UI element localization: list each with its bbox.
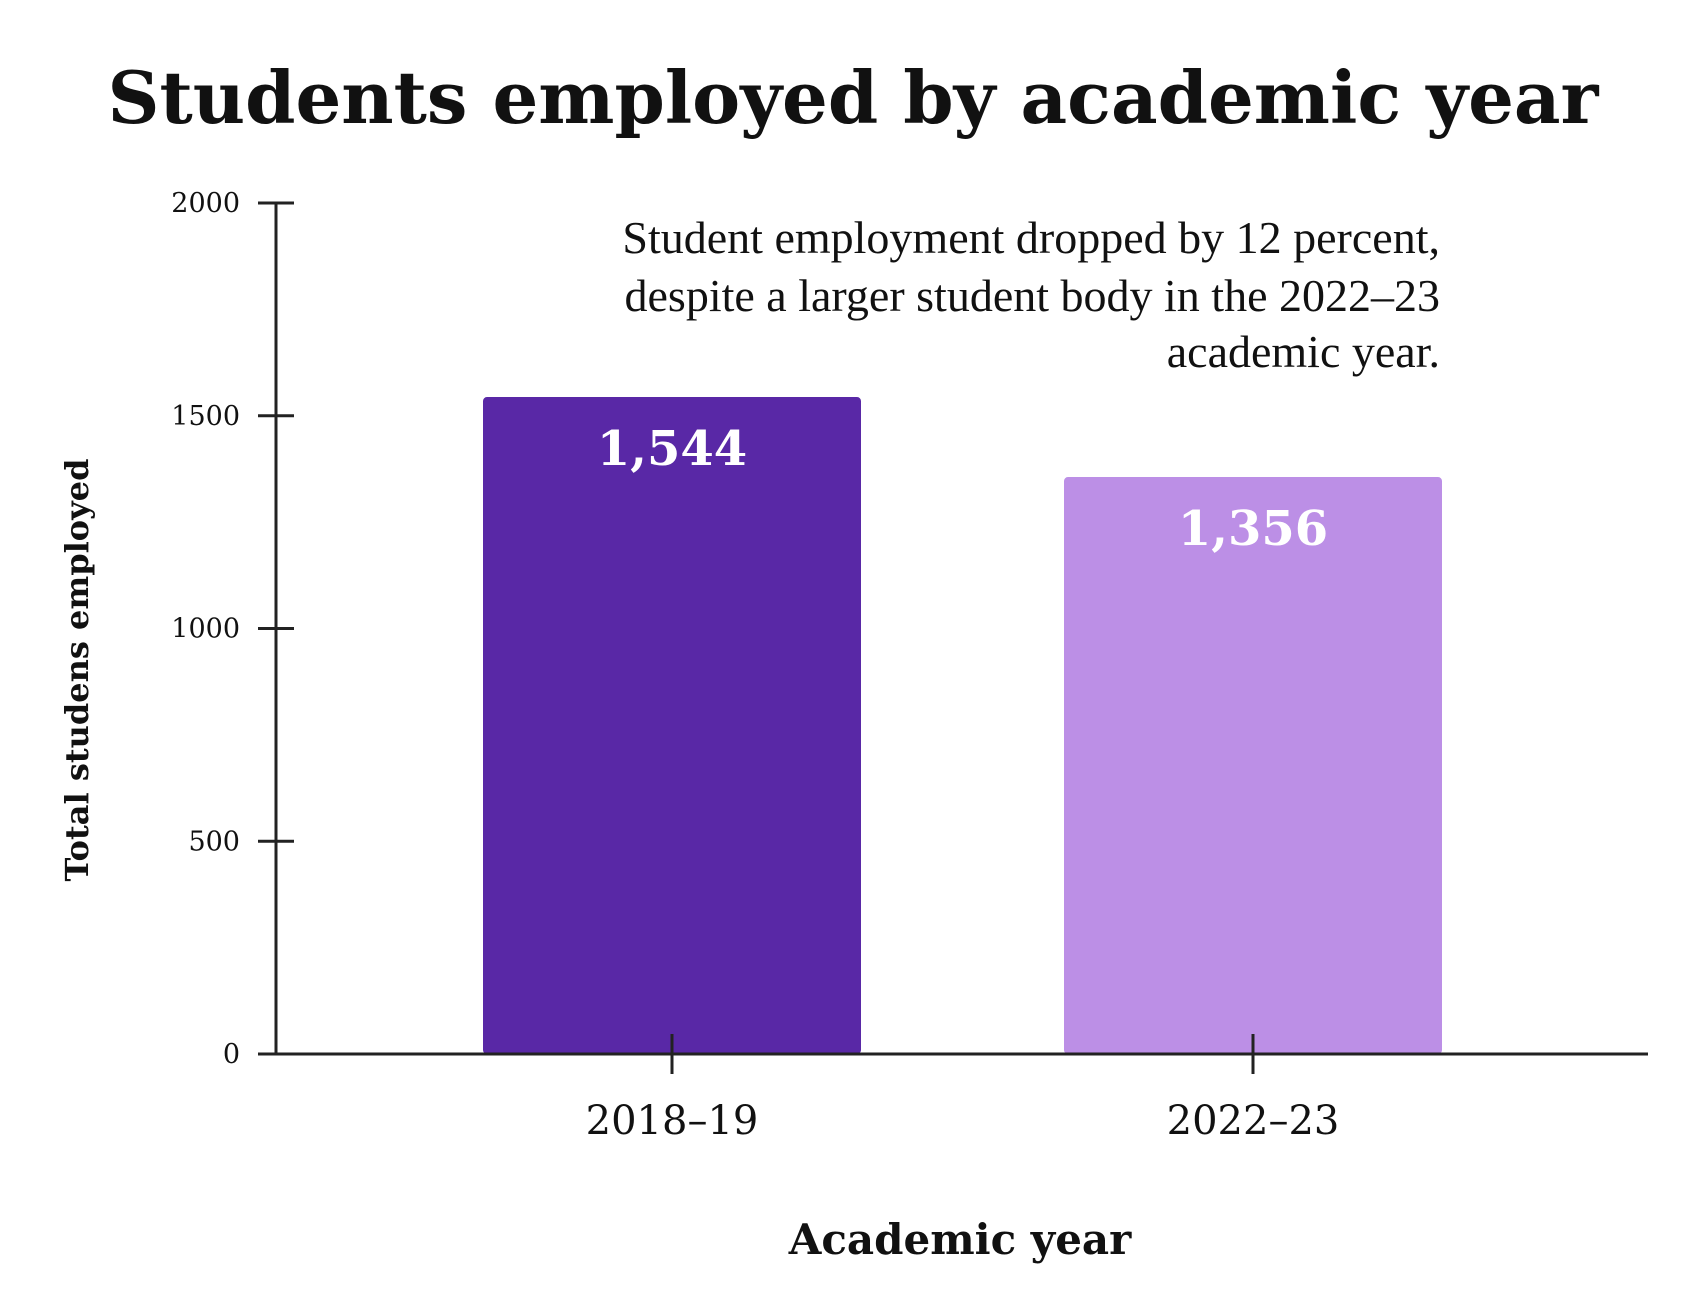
bar-2018–19 [483, 397, 861, 1054]
annotation-line-1: Student employment dropped by 12 percent… [622, 212, 1440, 263]
value-labels-group: 1,544 1,356 [597, 421, 1328, 557]
y-tick-label-2000: 2000 [171, 188, 240, 219]
bars-group [483, 397, 1442, 1055]
y-ticks-group: 0 500 1000 1500 2000 [171, 188, 294, 1070]
annotation-line-2: despite a larger student body in the 202… [625, 270, 1441, 321]
y-tick-label-500: 500 [188, 826, 240, 857]
y-tick-label-1000: 1000 [171, 614, 240, 645]
y-axis-title: Total studens employed [58, 459, 96, 882]
x-tick-label-2018–19: 2018–19 [586, 1098, 759, 1144]
x-ticks-group: 2018–19 2022–23 [586, 1034, 1340, 1144]
y-tick-label-1500: 1500 [171, 401, 240, 432]
value-label-2018–19: 1,544 [597, 421, 747, 477]
x-tick-label-2022–23: 2022–23 [1167, 1098, 1340, 1144]
chart-title: Students employed by academic year [108, 55, 1600, 140]
value-label-2022–23: 1,356 [1178, 501, 1328, 557]
bar-2022–23 [1064, 477, 1442, 1055]
y-tick-label-0: 0 [223, 1039, 240, 1070]
annotation-line-3: academic year. [1167, 326, 1440, 377]
x-axis-title: Academic year [788, 1215, 1132, 1264]
